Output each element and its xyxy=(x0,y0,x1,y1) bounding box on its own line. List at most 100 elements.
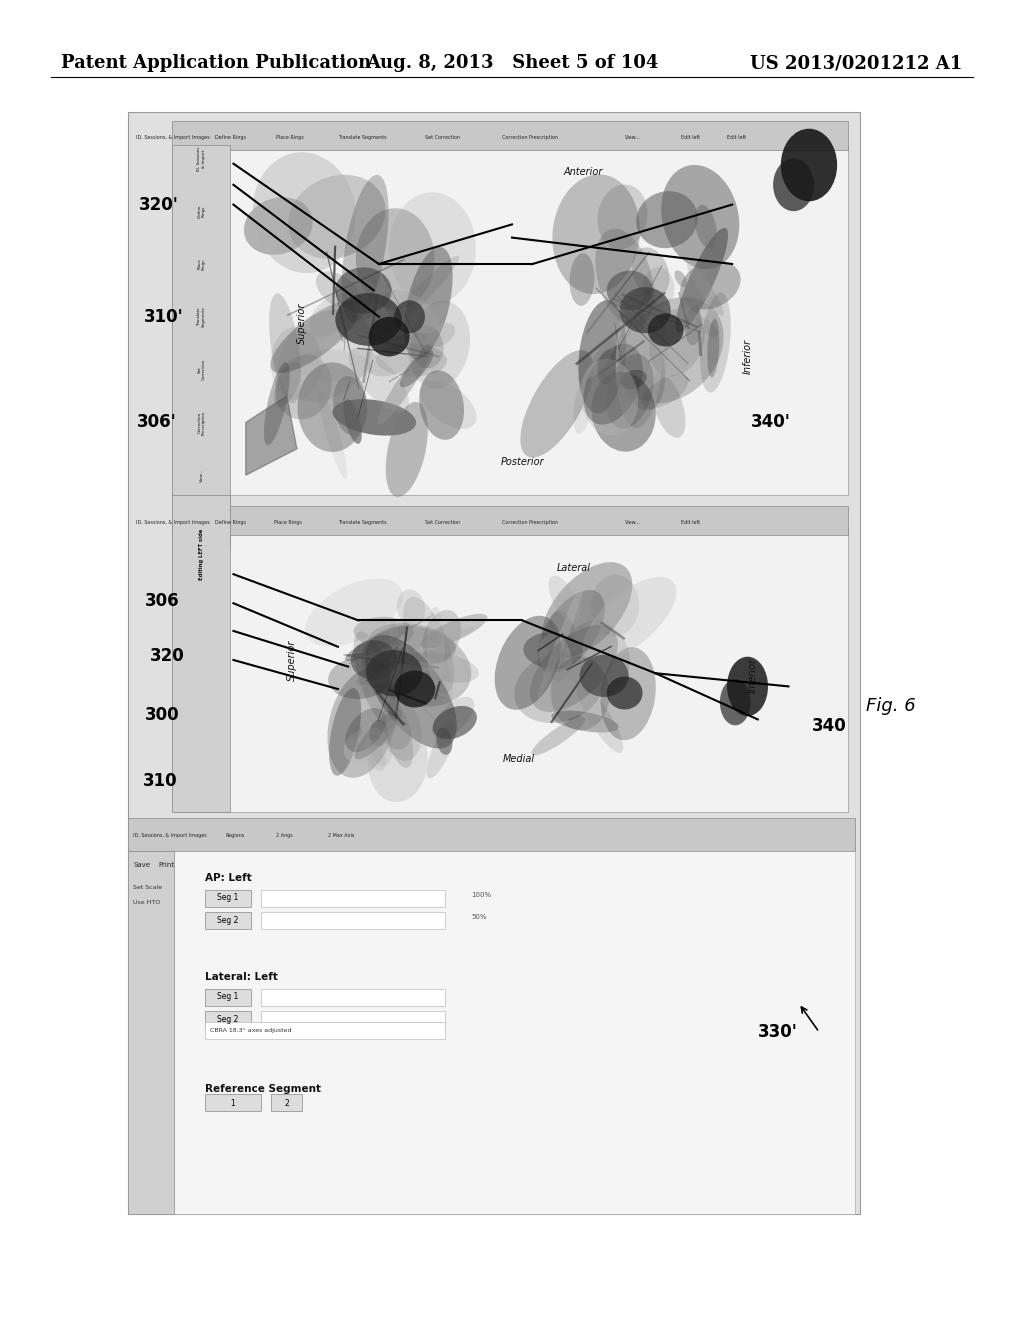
Text: 310: 310 xyxy=(142,772,177,791)
Ellipse shape xyxy=(569,253,595,306)
Ellipse shape xyxy=(577,684,624,752)
Bar xyxy=(172,145,848,495)
Text: ID, Sessions, & Import Images: ID, Sessions, & Import Images xyxy=(136,520,210,525)
Bar xyxy=(172,121,848,150)
Text: Place Rings: Place Rings xyxy=(276,135,304,140)
Ellipse shape xyxy=(675,271,687,288)
Ellipse shape xyxy=(727,656,768,715)
Ellipse shape xyxy=(676,228,728,333)
Ellipse shape xyxy=(376,343,447,376)
Text: 50%: 50% xyxy=(471,915,486,920)
Ellipse shape xyxy=(514,652,604,723)
Ellipse shape xyxy=(720,678,751,726)
Text: Correction Prescription: Correction Prescription xyxy=(502,520,558,525)
Text: Seg 2: Seg 2 xyxy=(217,916,238,924)
Ellipse shape xyxy=(595,228,654,327)
Ellipse shape xyxy=(551,656,609,730)
Ellipse shape xyxy=(353,616,414,647)
Ellipse shape xyxy=(696,317,718,338)
Text: Set
Correction: Set Correction xyxy=(198,359,206,380)
Ellipse shape xyxy=(601,647,655,741)
Ellipse shape xyxy=(530,626,617,711)
Ellipse shape xyxy=(400,350,433,388)
Ellipse shape xyxy=(423,610,461,663)
Ellipse shape xyxy=(648,314,684,346)
Ellipse shape xyxy=(389,618,402,685)
Ellipse shape xyxy=(606,676,643,710)
Text: Medial: Medial xyxy=(503,754,536,764)
Ellipse shape xyxy=(564,620,630,697)
Ellipse shape xyxy=(412,652,479,682)
Bar xyxy=(261,890,445,907)
Ellipse shape xyxy=(549,576,580,623)
Text: 306: 306 xyxy=(144,591,179,610)
Ellipse shape xyxy=(617,321,666,411)
Ellipse shape xyxy=(383,290,438,334)
Ellipse shape xyxy=(591,574,639,636)
Ellipse shape xyxy=(309,293,354,338)
Text: 330': 330' xyxy=(759,1023,798,1041)
Text: Aug. 8, 2013   Sheet 5 of 104: Aug. 8, 2013 Sheet 5 of 104 xyxy=(366,54,658,73)
Ellipse shape xyxy=(368,721,428,803)
Ellipse shape xyxy=(354,709,401,759)
Text: Seg 1: Seg 1 xyxy=(217,894,238,902)
Ellipse shape xyxy=(606,354,653,429)
Ellipse shape xyxy=(315,272,362,312)
Bar xyxy=(261,912,445,929)
Text: 320: 320 xyxy=(150,647,184,665)
Text: Inferior: Inferior xyxy=(742,339,753,374)
Text: US 2013/0201212 A1: US 2013/0201212 A1 xyxy=(751,54,963,73)
Ellipse shape xyxy=(592,372,655,451)
Ellipse shape xyxy=(634,310,645,333)
Text: 310': 310' xyxy=(144,308,183,326)
Polygon shape xyxy=(246,396,297,475)
Ellipse shape xyxy=(687,263,724,315)
Ellipse shape xyxy=(421,614,487,648)
Text: Fig. 6: Fig. 6 xyxy=(866,697,915,715)
Text: Use HTO: Use HTO xyxy=(133,900,161,906)
Ellipse shape xyxy=(397,590,425,627)
Ellipse shape xyxy=(366,635,457,748)
Text: Set Correction: Set Correction xyxy=(425,520,460,525)
Ellipse shape xyxy=(643,268,675,308)
Text: Regions: Regions xyxy=(225,833,245,838)
Ellipse shape xyxy=(298,363,367,451)
Ellipse shape xyxy=(274,360,301,408)
Bar xyxy=(205,912,251,929)
Ellipse shape xyxy=(296,350,372,381)
Ellipse shape xyxy=(389,193,476,305)
Ellipse shape xyxy=(411,326,443,368)
Bar xyxy=(172,528,848,812)
Text: Translate
Segments: Translate Segments xyxy=(198,306,206,327)
Bar xyxy=(172,145,230,548)
Ellipse shape xyxy=(349,347,409,412)
Text: Superior: Superior xyxy=(287,639,297,681)
Text: ID, Sessions
& Import: ID, Sessions & Import xyxy=(198,147,206,170)
Text: Superior: Superior xyxy=(297,302,307,345)
Text: Place
Rings: Place Rings xyxy=(198,259,206,269)
Bar xyxy=(128,818,855,851)
Text: Correction Prescription: Correction Prescription xyxy=(502,135,558,140)
Ellipse shape xyxy=(531,717,586,755)
Ellipse shape xyxy=(381,698,422,760)
Ellipse shape xyxy=(621,312,634,338)
Ellipse shape xyxy=(342,174,388,322)
Bar xyxy=(172,506,848,535)
Ellipse shape xyxy=(384,256,459,333)
Text: Place Rings: Place Rings xyxy=(274,520,302,525)
Text: 300: 300 xyxy=(144,706,179,725)
Bar xyxy=(271,1094,302,1111)
Ellipse shape xyxy=(305,578,402,647)
Ellipse shape xyxy=(642,375,688,409)
Text: Save: Save xyxy=(133,862,151,867)
Ellipse shape xyxy=(270,301,360,374)
Ellipse shape xyxy=(615,286,663,428)
Text: Edit left: Edit left xyxy=(681,520,700,525)
Ellipse shape xyxy=(386,401,428,496)
Ellipse shape xyxy=(345,708,386,752)
Ellipse shape xyxy=(356,663,435,685)
Ellipse shape xyxy=(773,158,814,211)
Ellipse shape xyxy=(425,630,453,706)
Ellipse shape xyxy=(264,362,290,445)
Bar xyxy=(172,495,230,812)
